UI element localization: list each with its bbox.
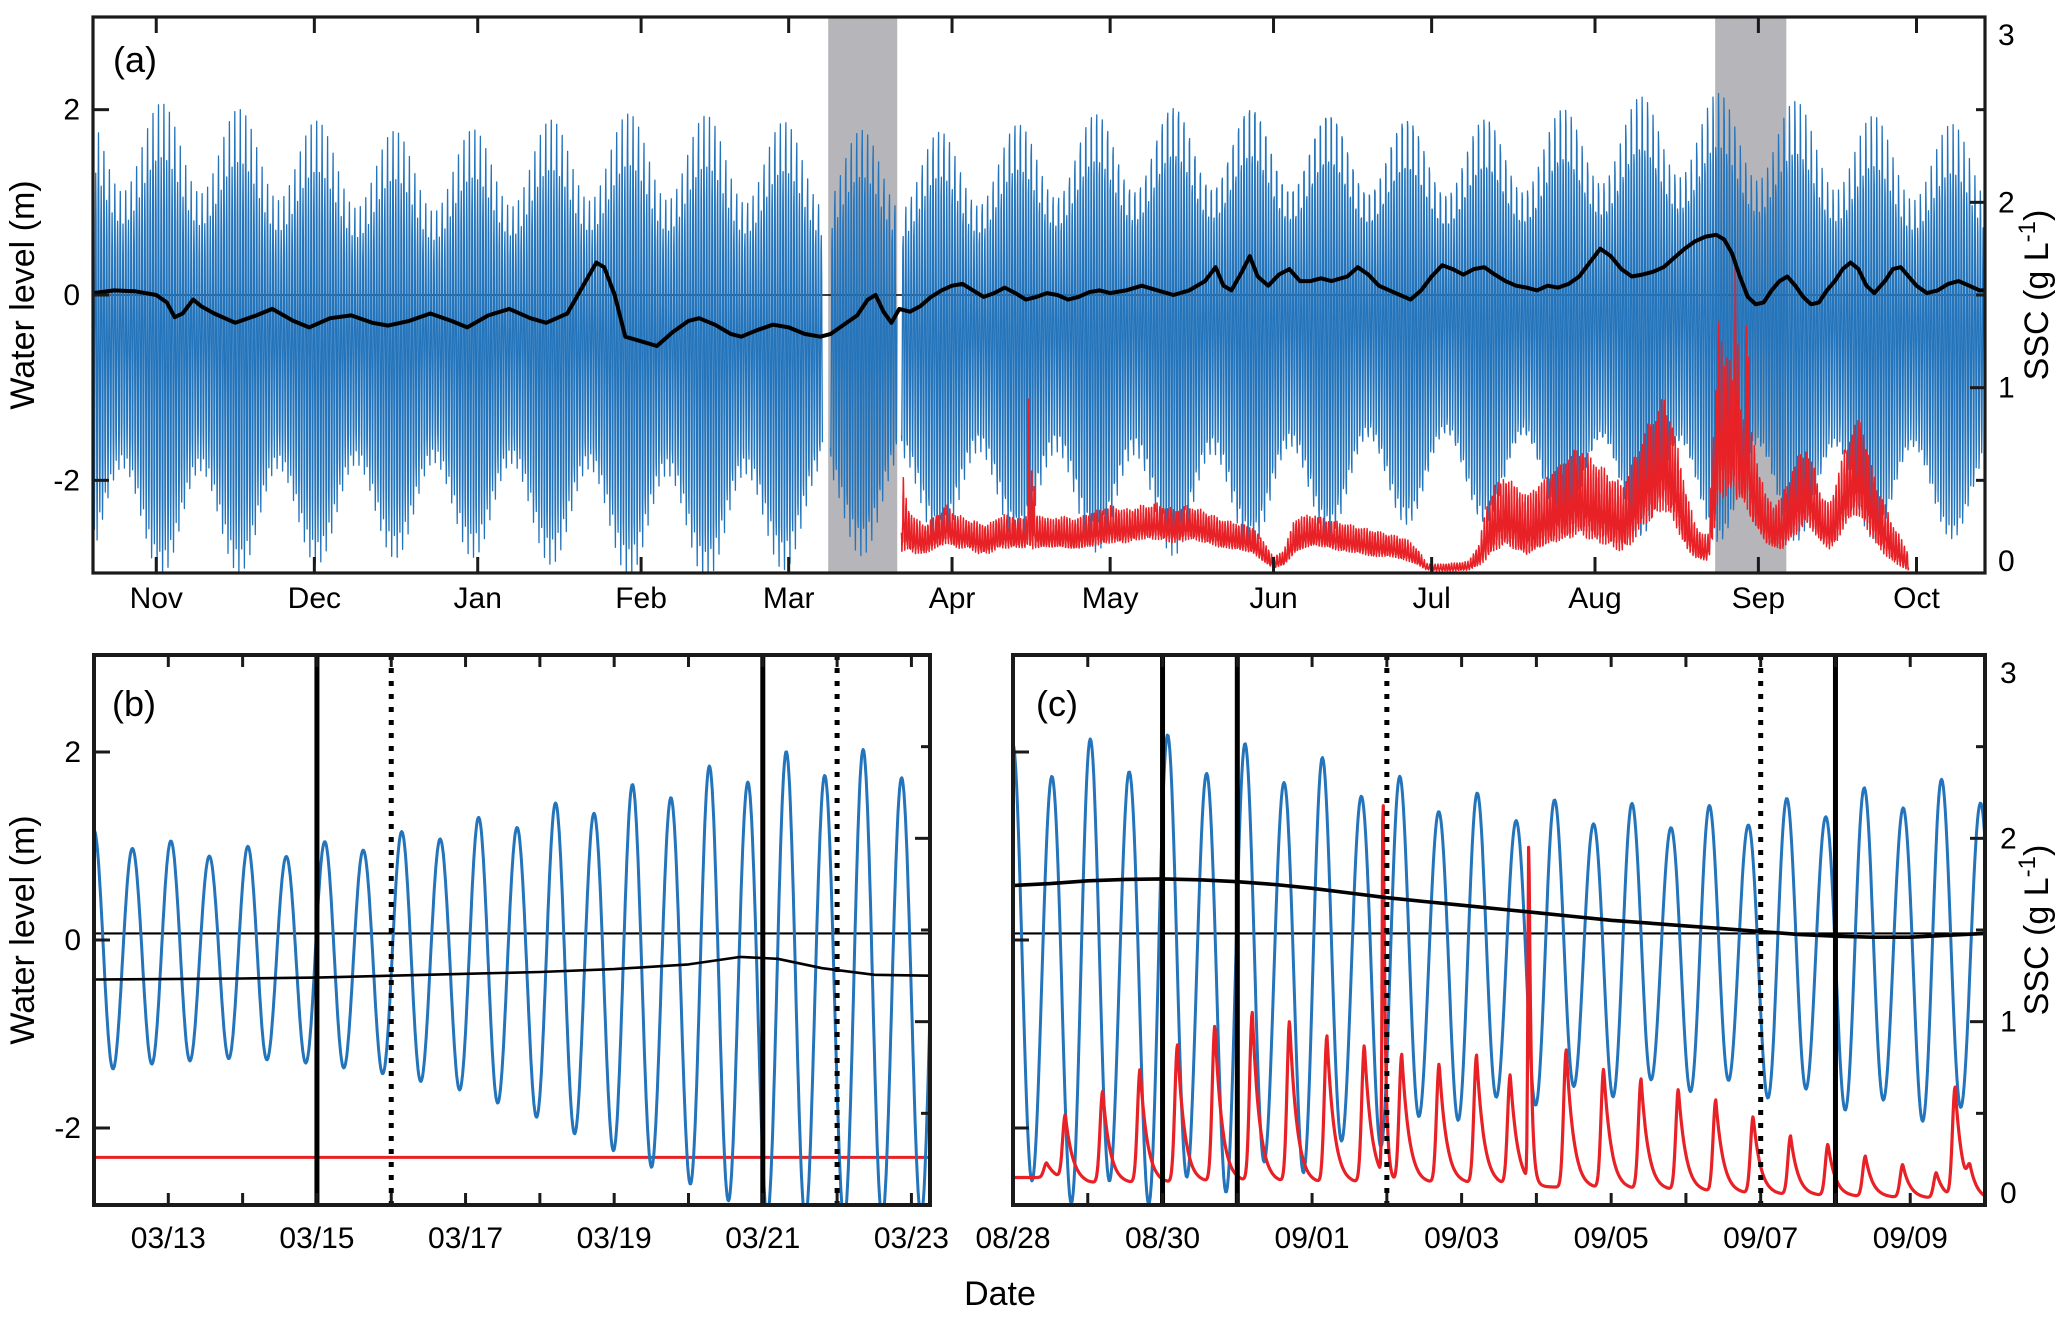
tick-label: Apr	[929, 582, 976, 615]
tick-label: 2	[63, 94, 80, 127]
tide-water-level-b	[94, 748, 930, 1205]
water-level-axis-title-a: Water level (m)	[4, 180, 42, 409]
x-axis-title: Date	[964, 1275, 1036, 1313]
axes-layer	[91, 15, 1987, 1207]
ssc-series-c	[1013, 804, 1985, 1199]
tick-label: 2	[2000, 822, 2017, 855]
tick-label: 3	[1998, 19, 2015, 52]
tide-water-level-a	[900, 92, 1985, 556]
tick-label: Dec	[288, 582, 341, 615]
tide-water-level-a	[829, 129, 898, 557]
tick-label: Nov	[130, 582, 183, 615]
ssc-axis-title-a: SSC (g L-1)	[2014, 210, 2056, 381]
water-level-axis-title-b: Water level (m)	[4, 815, 42, 1044]
tick-label: 03/21	[725, 1222, 800, 1255]
tick-label: -2	[54, 1112, 81, 1145]
tick-label: Feb	[615, 582, 667, 615]
tick-label: 2	[1998, 186, 2015, 219]
tide-water-level-a	[93, 103, 824, 573]
tick-label: Jul	[1412, 582, 1450, 615]
panel-c-label: (c)	[1036, 683, 1078, 724]
tide-water-level-c	[1013, 733, 1985, 1205]
data-layer	[93, 92, 1985, 1205]
tick-label: -2	[53, 464, 80, 497]
lowpass-water-level-c	[1013, 877, 1985, 939]
tick-label: 1	[2000, 1006, 2017, 1039]
panel-a-label: (a)	[113, 39, 157, 80]
tick-label: 09/09	[1873, 1222, 1948, 1255]
event-line-layer	[314, 655, 1838, 1205]
tick-label: 2	[64, 736, 81, 769]
tick-label: Sep	[1732, 582, 1785, 615]
tick-label: 3	[2000, 657, 2017, 690]
tick-label: 03/15	[279, 1222, 354, 1255]
tick-label: Aug	[1568, 582, 1621, 615]
tick-label: 03/23	[874, 1222, 949, 1255]
tick-label: 0	[2000, 1177, 2017, 1210]
tick-label: 08/28	[975, 1222, 1050, 1255]
tick-label: 0	[63, 279, 80, 312]
plot-box	[92, 653, 932, 1207]
tick-label: Mar	[763, 582, 815, 615]
tick-label: 09/03	[1424, 1222, 1499, 1255]
tick-label: 0	[1998, 545, 2015, 578]
tick-label: 03/19	[577, 1222, 652, 1255]
tick-label: 09/05	[1574, 1222, 1649, 1255]
tick-label: Oct	[1893, 582, 1940, 615]
panel-b-label: (b)	[112, 683, 156, 724]
tick-label: Jan	[454, 582, 502, 615]
tick-label-layer: Nov Dec Jan Feb Mar Apr May Jun Jul Aug Sep Oct -2 0 2…	[53, 19, 2016, 1255]
ssc-series-a	[900, 258, 1910, 572]
tick-label: 03/17	[428, 1222, 503, 1255]
tick-label: 09/07	[1723, 1222, 1798, 1255]
tick-label: 0	[64, 924, 81, 957]
lowpass-water-level-a	[93, 232, 1985, 348]
tick-label: 1	[1998, 372, 2015, 405]
tick-label: May	[1082, 582, 1139, 615]
tick-label: 09/01	[1275, 1222, 1350, 1255]
tick-label: 08/30	[1125, 1222, 1200, 1255]
ssc-axis-title-c: SSC (g L-1)	[2014, 845, 2056, 1016]
tick-label: Jun	[1249, 582, 1297, 615]
tick-label: 03/13	[131, 1222, 206, 1255]
